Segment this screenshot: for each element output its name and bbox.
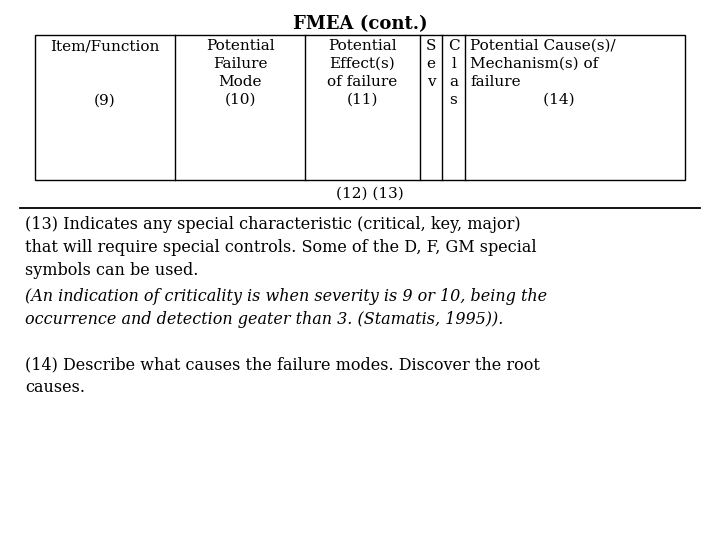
Text: (12) (13): (12) (13) [336, 187, 404, 201]
Text: C
l
a
s: C l a s [448, 39, 459, 106]
Bar [35, 35, 685, 180]
Text: Potential Cause(s)/
Mechanism(s) of
failure
               (14): Potential Cause(s)/ Mechanism(s) of fail… [470, 39, 616, 106]
Text: Potential
Effect(s)
of failure
(11): Potential Effect(s) of failure (11) [328, 39, 397, 106]
Text: (An indication of criticality is when severity is 9 or 10, being the
occurrence : (An indication of criticality is when se… [25, 288, 547, 328]
Text: Item/Function: Item/Function [50, 39, 160, 53]
Text: (9): (9) [94, 94, 116, 108]
Text: (13) Indicates any special characteristic (critical, key, major)
that will requi: (13) Indicates any special characteristi… [25, 216, 536, 279]
Text: (14) Describe what causes the failure modes. Discover the root
causes.: (14) Describe what causes the failure mo… [25, 356, 540, 396]
Text: S
e
v: S e v [426, 39, 436, 89]
Text: Potential
Failure
Mode
(10): Potential Failure Mode (10) [206, 39, 274, 106]
Text: FMEA (cont.): FMEA (cont.) [293, 15, 427, 33]
